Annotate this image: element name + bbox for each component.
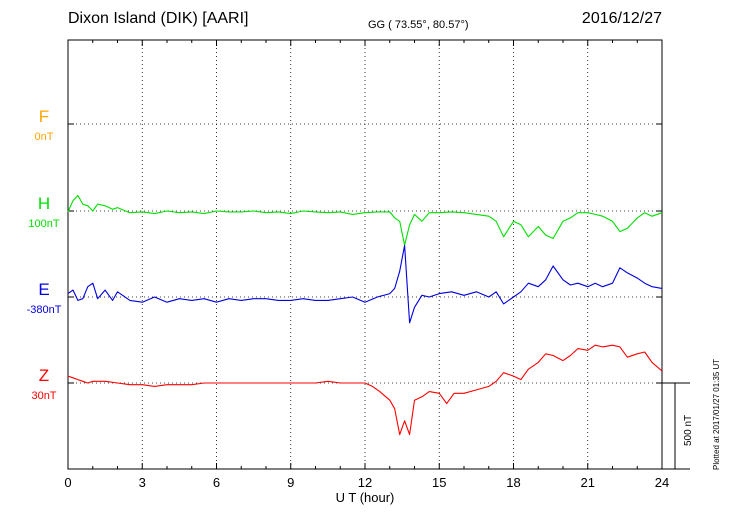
series-label-z: Z — [39, 366, 49, 385]
scale-bar: 500 nT — [662, 382, 694, 470]
series-offset-e: -380nT — [27, 304, 62, 316]
series-offset-z: 30nT — [31, 390, 56, 402]
grid-lines — [68, 40, 662, 469]
series-labels: F 0nT H 100nT E -380nT Z 30nT — [27, 107, 62, 402]
station-title: Dixon Island (DIK) [AARI] — [68, 10, 249, 27]
coordinates-label: GG ( 73.55°, 80.57°) — [368, 19, 469, 31]
series-line-z — [67, 344, 663, 436]
x-tick-label: 6 — [213, 475, 220, 490]
series-offset-h: 100nT — [28, 218, 59, 230]
date-label: 2016/12/27 — [581, 10, 662, 27]
x-tick-label: 12 — [358, 475, 372, 490]
x-tick-label: 9 — [287, 475, 294, 490]
series-line-h — [67, 194, 663, 246]
x-axis-label: U T (hour) — [336, 490, 395, 505]
series-offset-f: 0nT — [35, 131, 54, 143]
series-label-f: F — [39, 107, 49, 126]
series-line-e — [67, 244, 663, 324]
series-label-h: H — [38, 194, 50, 213]
scale-bar-label: 500 nT — [683, 415, 694, 446]
x-tick-label: 18 — [506, 475, 520, 490]
x-tick-label: 3 — [139, 475, 146, 490]
x-tick-label: 0 — [64, 475, 71, 490]
x-tick-label: 21 — [581, 475, 595, 490]
series-label-e: E — [38, 280, 49, 299]
x-tick-label: 24 — [655, 475, 669, 490]
x-axis-ticks: 0 3 6 9 12 15 18 21 24 — [64, 40, 669, 490]
series-lines — [67, 194, 663, 436]
x-tick-label: 15 — [432, 475, 446, 490]
